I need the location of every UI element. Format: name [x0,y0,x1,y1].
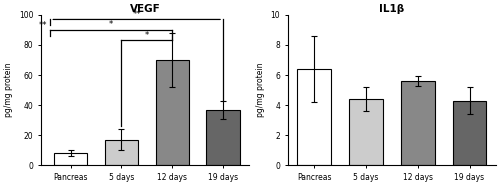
Text: *: * [144,31,149,40]
Title: VEGF: VEGF [130,4,160,14]
Text: **: ** [38,21,47,30]
Bar [349,99,382,165]
Y-axis label: pg/mg protein: pg/mg protein [4,63,13,117]
Text: *: * [109,20,114,29]
Bar [156,60,188,165]
Bar [401,81,434,165]
Bar [452,101,486,165]
Bar [297,69,331,165]
Bar [54,153,87,165]
Title: IL1β: IL1β [379,4,404,14]
Bar [206,110,240,165]
Bar [105,140,138,165]
Text: **: ** [132,10,141,19]
Y-axis label: pg/mg protein: pg/mg protein [256,63,265,117]
